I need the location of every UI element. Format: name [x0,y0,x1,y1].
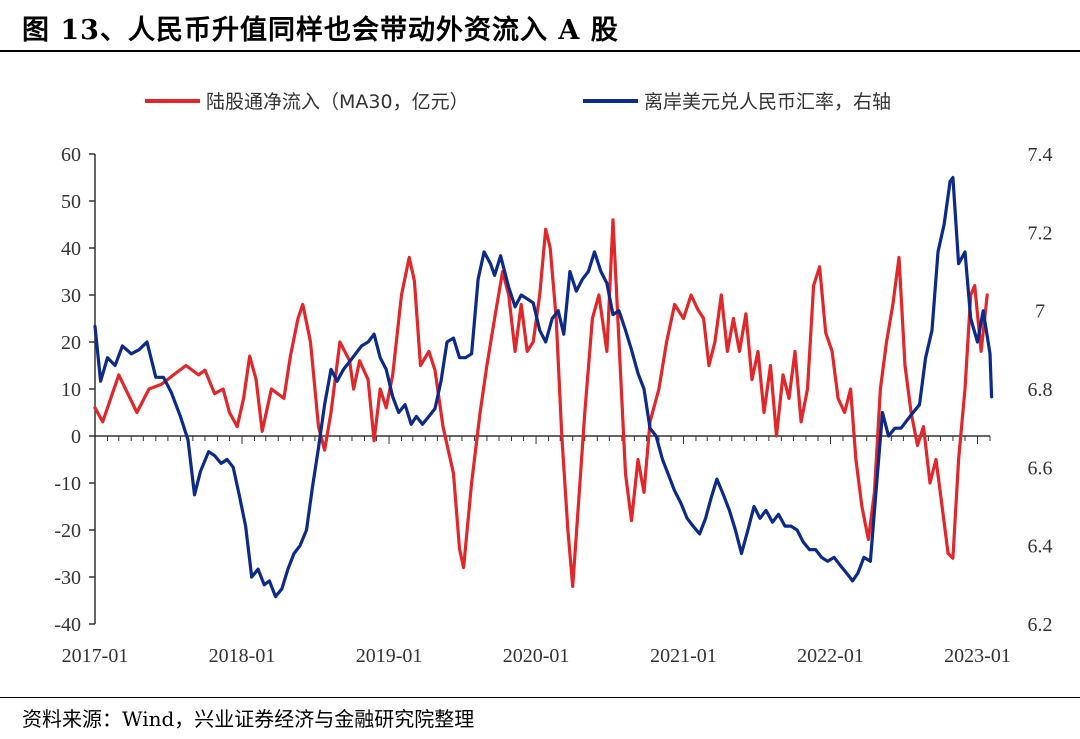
figure-title: 图 13、人民币升值同样也会带动外资流入 A 股 [22,15,619,46]
series-line-usdcnh [93,175,994,599]
right-tick-label: 7 [1035,301,1045,323]
x-tick-label: 2018-01 [209,645,276,667]
source-rule [0,697,1080,698]
chart-axes: 60 50 40 30 20 10 0 -10 -20 -30 -40 7.4 7.2 7 6.8 6.6 6.… [54,144,1052,667]
left-tick-label: -40 [54,614,81,636]
legend-label-flow: 陆股通净流入（MA30，亿元） [206,91,469,113]
x-tick-label: 2023-01 [944,645,1011,667]
line-chart: 陆股通净流入（MA30，亿元） 离岸美元兑人民币汇率，右轴 60 50 40 30 20… [54,91,1052,667]
left-tick-label: 10 [61,379,81,401]
left-tick-label: -30 [54,567,81,589]
chart-series [93,175,994,599]
right-tick-label: 6.4 [1028,536,1053,558]
left-tick-label: 0 [71,426,81,448]
x-tick-label: 2019-01 [356,645,423,667]
right-tick-label: 7.2 [1028,222,1053,244]
right-tick-label: 6.2 [1028,614,1053,636]
chart-legend: 陆股通净流入（MA30，亿元） 离岸美元兑人民币汇率，右轴 [145,91,891,113]
right-tick-label: 6.8 [1028,379,1053,401]
x-tick-label: 2021-01 [650,645,717,667]
left-tick-label: 50 [61,191,81,213]
legend-label-fx: 离岸美元兑人民币汇率，右轴 [644,91,891,113]
x-tick-label: 2017-01 [62,645,129,667]
series-line-northbound-flow [93,218,989,589]
left-tick-label: 60 [61,144,81,166]
right-tick-label: 6.6 [1028,457,1053,479]
x-tick-label: 2020-01 [503,645,570,667]
left-tick-label: 20 [61,332,81,354]
left-tick-label: 40 [61,238,81,260]
x-tick-label: 2022-01 [797,645,864,667]
source-note: 资料来源：Wind，兴业证券经济与金融研究院整理 [22,707,475,731]
right-tick-label: 7.4 [1028,144,1053,166]
left-tick-label: -10 [54,473,81,495]
title-rule [0,50,1080,52]
left-tick-label: -20 [54,520,81,542]
left-tick-label: 30 [61,285,81,307]
